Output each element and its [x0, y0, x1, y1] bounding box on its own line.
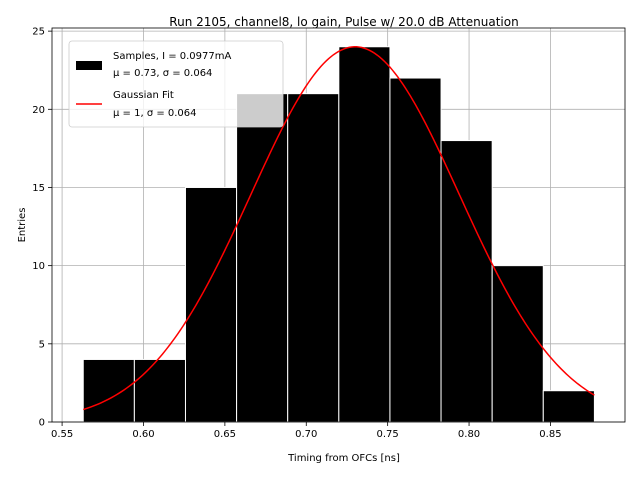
x-tick-label: 0.65	[214, 429, 236, 440]
x-tick-label: 0.80	[458, 429, 480, 440]
x-tick-label: 0.75	[377, 429, 399, 440]
legend-fit-label: Gaussian Fit	[113, 90, 174, 101]
legend-fit-stats: μ = 1, σ = 0.064	[113, 108, 197, 119]
y-tick-label: 25	[32, 27, 45, 38]
plot-frame	[51, 27, 626, 423]
y-axis-ticks: 0 5 10 15 20 25	[32, 27, 52, 429]
histogram-bar	[133, 358, 186, 423]
histogram-bar	[491, 265, 544, 423]
histogram-bars	[82, 46, 595, 423]
x-axis-label: Timing from OFCs [ns]	[287, 453, 400, 464]
histogram-bar	[389, 77, 442, 423]
histogram-bar	[440, 140, 493, 423]
histogram-bar	[338, 46, 391, 423]
histogram-bar	[287, 93, 340, 423]
histogram-bar	[236, 93, 289, 423]
x-tick-label: 0.70	[295, 429, 317, 440]
chart-title: Run 2105, channel8, lo gain, Pulse w/ 20…	[169, 15, 518, 29]
legend-histogram-label: Samples, I = 0.0977mA	[113, 51, 231, 62]
x-tick-label: 0.55	[51, 429, 73, 440]
x-tick-label: 0.85	[539, 429, 561, 440]
legend: Samples, I = 0.0977mA μ = 0.73, σ = 0.06…	[68, 40, 284, 128]
legend-box	[68, 40, 284, 128]
legend-histogram-swatch	[76, 61, 102, 70]
histogram-bar	[82, 358, 135, 423]
histogram-bar	[542, 390, 595, 423]
y-axis-label: Entries	[17, 208, 28, 243]
x-axis-ticks: 0.55 0.60 0.65 0.70 0.75 0.80 0.85	[51, 422, 562, 440]
y-tick-label: 20	[32, 105, 45, 116]
y-tick-label: 10	[32, 261, 45, 272]
histogram-bar	[184, 186, 238, 423]
gaussian-fit-curve	[83, 46, 595, 411]
x-tick-label: 0.60	[132, 429, 154, 440]
y-tick-label: 0	[39, 418, 45, 429]
y-tick-label: 15	[32, 183, 45, 194]
legend-histogram-stats: μ = 0.73, σ = 0.064	[113, 68, 212, 79]
y-tick-label: 5	[39, 339, 45, 350]
